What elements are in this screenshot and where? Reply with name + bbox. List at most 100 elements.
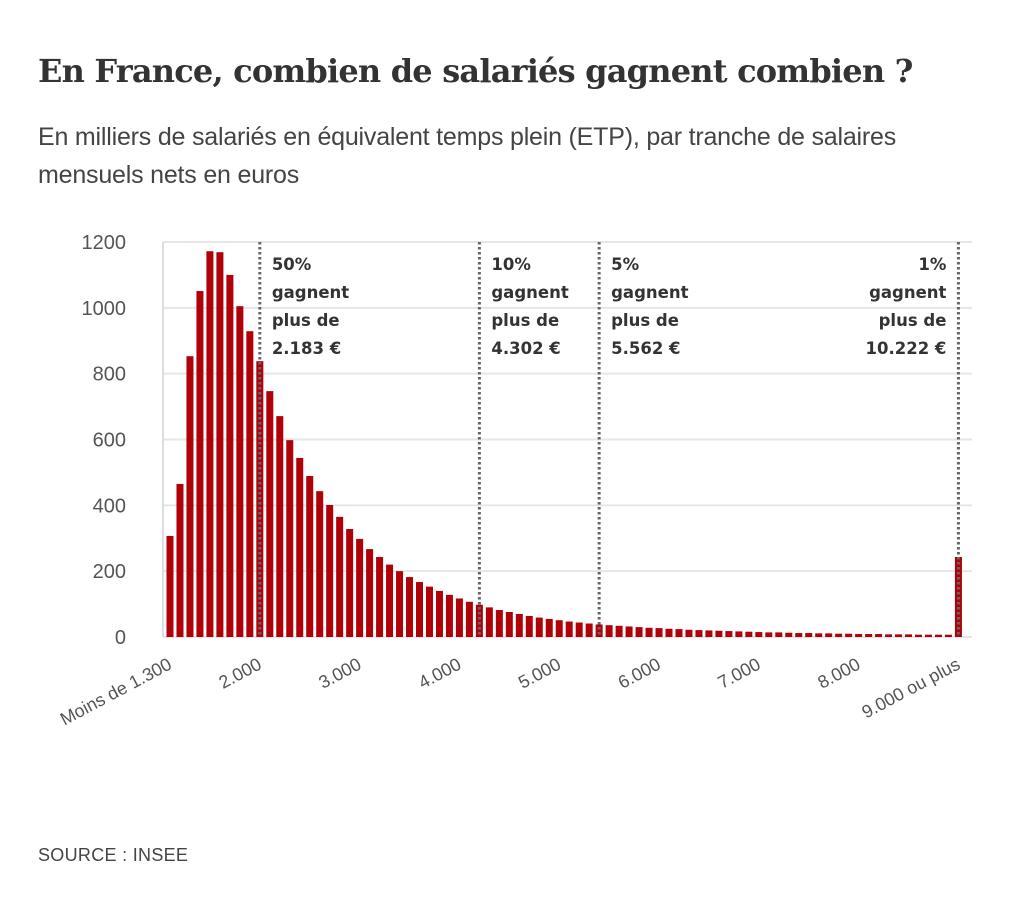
bar xyxy=(845,633,853,637)
percentile-annotation: plus de xyxy=(491,311,559,330)
bar xyxy=(665,628,673,637)
percentile-annotation: 2.183 € xyxy=(272,339,341,358)
x-tick-label: 8.000 xyxy=(814,654,863,693)
x-axis: Moins de 1.300 2.000 3.000 4.000 5.000 6.000 7… xyxy=(57,654,963,729)
chart-subtitle: En milliers de salariés en équivalent te… xyxy=(38,123,897,189)
y-tick-label: 1000 xyxy=(82,298,127,320)
y-tick-label: 1200 xyxy=(82,232,127,254)
bar xyxy=(495,610,503,637)
bar xyxy=(805,633,813,637)
bar xyxy=(336,516,344,637)
bar xyxy=(565,621,573,637)
bar xyxy=(366,549,374,637)
bar xyxy=(206,251,214,637)
bar xyxy=(865,634,873,637)
bar xyxy=(815,633,823,637)
bar xyxy=(455,598,463,637)
bar xyxy=(515,613,523,637)
bar xyxy=(196,291,204,637)
bar xyxy=(595,624,603,637)
bar xyxy=(425,586,433,637)
x-tick-label: 6.000 xyxy=(615,654,664,693)
percentile-annotation: 5.562 € xyxy=(611,339,680,358)
bar xyxy=(915,634,922,637)
bar xyxy=(585,623,593,637)
x-tick-label: 7.000 xyxy=(715,654,764,693)
bar xyxy=(775,632,783,637)
percentile-annotation: 1% xyxy=(918,255,946,274)
bar xyxy=(635,627,643,637)
percentile-annotation: 5% xyxy=(611,255,639,274)
percentile-annotation: plus de xyxy=(879,311,947,330)
x-tick-label: 4.000 xyxy=(415,654,464,693)
bar xyxy=(934,634,942,637)
bar xyxy=(306,476,314,637)
y-tick-label: 800 xyxy=(93,364,126,386)
percentile-annotation: 4.302 € xyxy=(491,339,560,358)
bar xyxy=(575,622,583,637)
bar xyxy=(246,331,254,637)
percentile-annotation: gagnent xyxy=(869,283,946,302)
source-note: SOURCE : INSEE xyxy=(38,845,189,865)
y-axis: 0 200 400 600 800 1000 1200 xyxy=(82,232,164,649)
bar xyxy=(376,557,384,637)
bar xyxy=(905,634,913,637)
bar xyxy=(186,356,194,637)
bar xyxy=(625,626,633,637)
bar xyxy=(525,615,533,637)
bar xyxy=(695,630,703,637)
x-tick-label: 5.000 xyxy=(515,654,564,693)
x-tick-label: 9.000 ou plus xyxy=(858,654,963,722)
bar xyxy=(166,535,174,637)
bar xyxy=(825,633,833,637)
percentile-annotation: gagnent xyxy=(491,283,568,302)
bar xyxy=(725,631,733,637)
bar xyxy=(944,634,952,637)
bar xyxy=(236,306,244,637)
bar xyxy=(715,630,723,637)
bar xyxy=(266,391,274,637)
bar xyxy=(535,617,543,637)
bar xyxy=(835,633,843,637)
bar xyxy=(296,457,304,637)
bar xyxy=(875,634,883,637)
percentile-annotation: 50% xyxy=(272,255,312,274)
bar xyxy=(326,505,334,637)
bar xyxy=(485,607,493,637)
bar xyxy=(216,252,224,637)
bars xyxy=(166,251,962,637)
percentile-annotation: 10% xyxy=(491,255,531,274)
bar xyxy=(505,611,513,637)
y-tick-label: 600 xyxy=(93,430,126,452)
bar xyxy=(655,628,663,637)
bar xyxy=(386,564,394,637)
bar xyxy=(176,483,184,637)
bar xyxy=(445,594,453,637)
bar xyxy=(795,633,803,637)
bar xyxy=(475,604,483,637)
bar xyxy=(735,631,743,637)
bar xyxy=(555,620,563,637)
chart-title: En France, combien de salariés gagnent c… xyxy=(38,52,913,90)
bar xyxy=(465,601,473,637)
bar xyxy=(286,440,294,637)
bar xyxy=(545,618,553,637)
x-tick-label: 3.000 xyxy=(315,654,364,693)
percentile-annotation: plus de xyxy=(611,311,679,330)
percentile-annotation: plus de xyxy=(272,311,340,330)
bar xyxy=(435,590,443,637)
histogram-chart: 0 200 400 600 800 1000 1200 50% gagnent plus de 2… xyxy=(57,232,972,729)
bar xyxy=(346,529,354,637)
bar xyxy=(645,627,653,637)
bar xyxy=(416,582,423,637)
x-tick-label: 2.000 xyxy=(216,654,265,693)
bar xyxy=(605,625,613,637)
percentile-annotation: gagnent xyxy=(611,283,688,302)
bar xyxy=(745,631,753,637)
bar xyxy=(705,630,713,637)
bar xyxy=(755,632,763,637)
bar xyxy=(785,632,793,637)
bar xyxy=(276,416,284,637)
y-tick-label: 400 xyxy=(93,495,126,517)
bar xyxy=(396,571,404,637)
